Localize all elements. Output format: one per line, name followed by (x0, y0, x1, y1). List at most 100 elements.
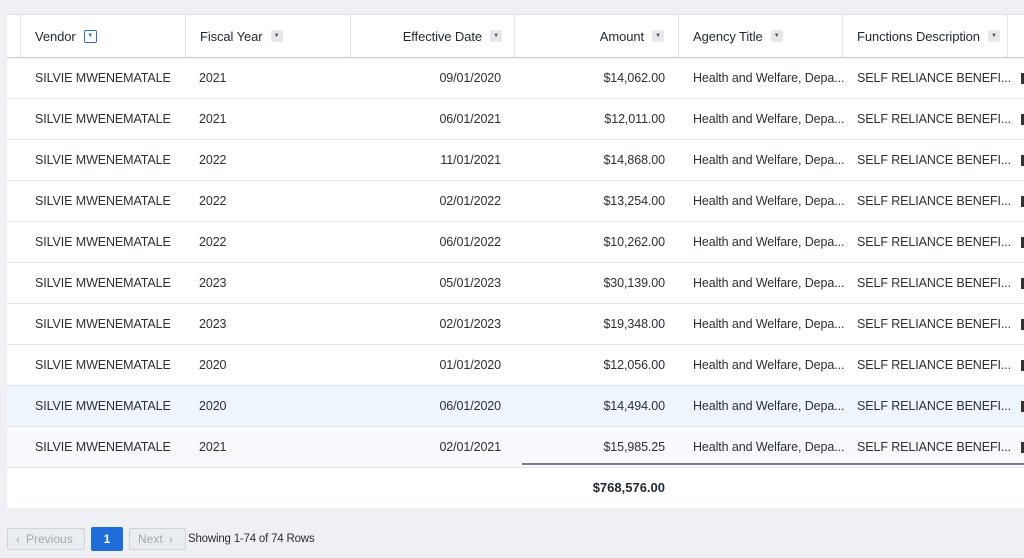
cell-agency: Health and Welfare, Depa... (693, 112, 845, 126)
cell-agency: Health and Welfare, Depa... (693, 194, 845, 208)
page-1-button[interactable]: 1 (91, 527, 123, 551)
cell-amount: $30,139.00 (603, 276, 665, 290)
column-header-fiscal-year[interactable]: Fiscal Year ▼ (185, 15, 350, 57)
cell-agency: Health and Welfare, Depa... (693, 440, 845, 454)
cell-amount: $14,062.00 (603, 71, 665, 85)
cell-amount: $19,348.00 (603, 317, 665, 331)
column-header-vendor[interactable]: Vendor ▼ (35, 15, 185, 57)
cell-vendor: SILVIE MWENEMATALE (35, 440, 171, 454)
pagination: ‹ Previous 1 Next › Showing 1-74 of 74 R… (7, 527, 315, 551)
cell-vendor: SILVIE MWENEMATALE (35, 235, 171, 249)
cell-year: 2023 (199, 317, 227, 331)
cell-overflow (1021, 155, 1024, 166)
cell-year: 2023 (199, 276, 227, 290)
cell-date: 05/01/2023 (439, 276, 501, 290)
column-divider (20, 15, 21, 57)
column-header-overflow[interactable] (1007, 15, 1024, 57)
cell-date: 02/01/2023 (439, 317, 501, 331)
cell-func: SELF RELIANCE BENEFI... (857, 112, 1011, 126)
table-row[interactable]: SILVIE MWENEMATALE 2023 02/01/2023 $19,348.… (7, 304, 1024, 345)
chevron-down-icon[interactable]: ▼ (270, 30, 283, 42)
cell-amount: $14,868.00 (603, 153, 665, 167)
chevron-right-icon: › (168, 532, 173, 546)
table-row[interactable]: SILVIE MWENEMATALE 2023 05/01/2023 $30,139.… (7, 263, 1024, 304)
cell-func: SELF RELIANCE BENEFI... (857, 235, 1011, 249)
cell-overflow (1021, 196, 1024, 207)
cell-date: 06/01/2021 (439, 112, 501, 126)
column-label: Vendor (35, 28, 76, 44)
cell-year: 2022 (199, 194, 227, 208)
cell-func: SELF RELIANCE BENEFI... (857, 358, 1011, 372)
cell-overflow (1021, 278, 1024, 289)
column-label: Amount (599, 28, 644, 44)
cell-date: 11/01/2021 (440, 153, 501, 167)
table-row[interactable]: SILVIE MWENEMATALE 2020 06/01/2020 $14,494.… (7, 386, 1024, 427)
chevron-down-icon[interactable]: ▼ (987, 30, 1000, 42)
cell-amount: $12,056.00 (603, 358, 665, 372)
chevron-down-icon[interactable]: ▼ (490, 30, 502, 42)
table-row[interactable]: SILVIE MWENEMATALE 2022 02/01/2022 $13,254.… (7, 181, 1024, 222)
table-row[interactable]: SILVIE MWENEMATALE 2022 06/01/2022 $10,262.… (7, 222, 1024, 263)
table-row[interactable]: SILVIE MWENEMATALE 2021 09/01/2020 $14,062.… (7, 58, 1024, 99)
table-row[interactable]: SILVIE MWENEMATALE 2020 01/01/2020 $12,056.… (7, 345, 1024, 386)
totals-row (7, 467, 1024, 508)
column-label: Functions Description (857, 28, 980, 44)
column-label: Effective Date (402, 28, 482, 44)
cell-amount: $12,011.00 (604, 112, 665, 126)
cell-func: SELF RELIANCE BENEFI... (857, 194, 1011, 208)
cell-amount: $10,262.00 (603, 235, 665, 249)
cell-overflow (1021, 237, 1024, 248)
cell-agency: Health and Welfare, Depa... (693, 358, 845, 372)
column-header-functions-description[interactable]: Functions Description ▼ (842, 15, 1007, 57)
cell-func: SELF RELIANCE BENEFI... (857, 276, 1011, 290)
previous-button[interactable]: ‹ Previous (7, 528, 85, 550)
column-header-agency-title[interactable]: Agency Title ▼ (678, 15, 842, 57)
cell-agency: Health and Welfare, Depa... (693, 71, 845, 85)
cell-vendor: SILVIE MWENEMATALE (35, 194, 171, 208)
cell-date: 02/01/2021 (439, 440, 501, 454)
cell-overflow (1021, 442, 1024, 453)
column-header-effective-date[interactable]: Effective Date ▼ (350, 15, 514, 57)
cell-vendor: SILVIE MWENEMATALE (35, 317, 171, 331)
cell-overflow (1021, 401, 1024, 412)
cell-agency: Health and Welfare, Depa... (693, 317, 845, 331)
cell-vendor: SILVIE MWENEMATALE (35, 358, 171, 372)
chevron-down-icon[interactable]: ▼ (652, 30, 664, 42)
cell-overflow (1021, 319, 1024, 330)
cell-date: 06/01/2020 (439, 399, 501, 413)
cell-year: 2020 (199, 399, 227, 413)
pagination-info: Showing 1-74 of 74 Rows (188, 533, 315, 545)
next-button[interactable]: Next › (129, 528, 186, 550)
cell-agency: Health and Welfare, Depa... (693, 276, 845, 290)
cell-overflow (1021, 360, 1024, 371)
chevron-left-icon: ‹ (16, 532, 20, 546)
cell-amount: $13,254.00 (603, 194, 665, 208)
total-divider (522, 463, 1024, 465)
cell-func: SELF RELIANCE BENEFI... (857, 399, 1011, 413)
cell-year: 2020 (199, 358, 227, 372)
cell-func: SELF RELIANCE BENEFI... (857, 71, 1011, 85)
table-row[interactable]: SILVIE MWENEMATALE 2022 11/01/2021 $14,868.… (7, 140, 1024, 181)
cell-func: SELF RELIANCE BENEFI... (857, 440, 1011, 454)
column-header-amount[interactable]: Amount ▼ (514, 15, 678, 57)
cell-agency: Health and Welfare, Depa... (693, 399, 845, 413)
chevron-down-icon[interactable]: ▼ (83, 29, 97, 43)
cell-vendor: SILVIE MWENEMATALE (35, 112, 171, 126)
next-label: Next (138, 532, 163, 546)
cell-year: 2021 (199, 440, 227, 454)
data-table: Vendor ▼ Fiscal Year ▼ Effective Date ▼ … (7, 14, 1024, 508)
table-row[interactable]: SILVIE MWENEMATALE 2021 06/01/2021 $12,011.… (7, 99, 1024, 140)
cell-year: 2021 (199, 71, 227, 85)
cell-agency: Health and Welfare, Depa... (693, 235, 845, 249)
cell-year: 2022 (199, 153, 227, 167)
amount-total: $768,576.00 (592, 480, 665, 495)
chevron-down-icon[interactable]: ▼ (770, 30, 783, 42)
cell-agency: Health and Welfare, Depa... (693, 153, 845, 167)
table-row[interactable]: SILVIE MWENEMATALE 2021 02/01/2021 $15,985.… (7, 427, 1024, 468)
cell-date: 06/01/2022 (439, 235, 501, 249)
cell-vendor: SILVIE MWENEMATALE (35, 71, 171, 85)
cell-overflow (1021, 73, 1024, 84)
cell-year: 2022 (199, 235, 227, 249)
cell-date: 01/01/2020 (439, 358, 501, 372)
column-label: Agency Title (693, 28, 763, 44)
